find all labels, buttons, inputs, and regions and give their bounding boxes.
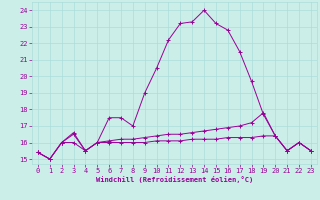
X-axis label: Windchill (Refroidissement éolien,°C): Windchill (Refroidissement éolien,°C) — [96, 176, 253, 183]
